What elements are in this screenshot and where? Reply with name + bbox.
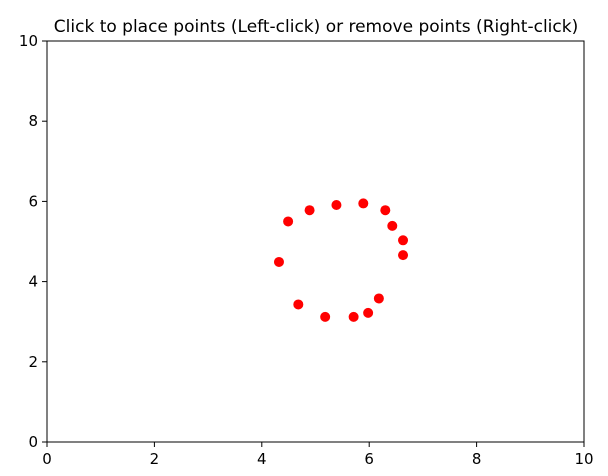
scatter-point[interactable] [304, 205, 315, 216]
x-tick-label: 6 [364, 450, 374, 468]
scatter-point[interactable] [398, 250, 409, 261]
scatter-point[interactable] [387, 220, 398, 231]
scatter-point[interactable] [358, 198, 369, 209]
scatter-point[interactable] [380, 205, 391, 216]
y-tick-label: 10 [19, 32, 38, 50]
scatter-point[interactable] [283, 216, 294, 227]
plot-area[interactable] [46, 40, 585, 443]
scatter-point[interactable] [320, 311, 331, 322]
chart-title: Click to place points (Left-click) or re… [54, 17, 578, 37]
scatter-point[interactable] [293, 299, 304, 310]
scatter-point[interactable] [363, 307, 374, 318]
scatter-point[interactable] [348, 311, 359, 322]
scatter-point[interactable] [331, 200, 342, 211]
x-tick-label: 10 [574, 450, 593, 468]
x-tick-label: 2 [150, 450, 160, 468]
x-axis: 0 2 4 6 8 10 [42, 442, 594, 468]
scatter-point[interactable] [398, 235, 409, 246]
x-tick-label: 4 [257, 450, 267, 468]
y-tick-label: 6 [28, 192, 38, 210]
y-tick-label: 4 [28, 273, 38, 291]
x-tick-label: 8 [472, 450, 482, 468]
x-tick-label: 0 [42, 450, 52, 468]
y-tick-label: 2 [28, 353, 38, 371]
y-tick-label: 0 [28, 433, 38, 451]
scatter-point[interactable] [273, 256, 284, 267]
y-tick-label: 8 [28, 112, 38, 130]
data-points [273, 198, 409, 322]
scatter-point[interactable] [373, 293, 384, 304]
y-axis: 0 2 4 6 8 10 [19, 32, 47, 451]
